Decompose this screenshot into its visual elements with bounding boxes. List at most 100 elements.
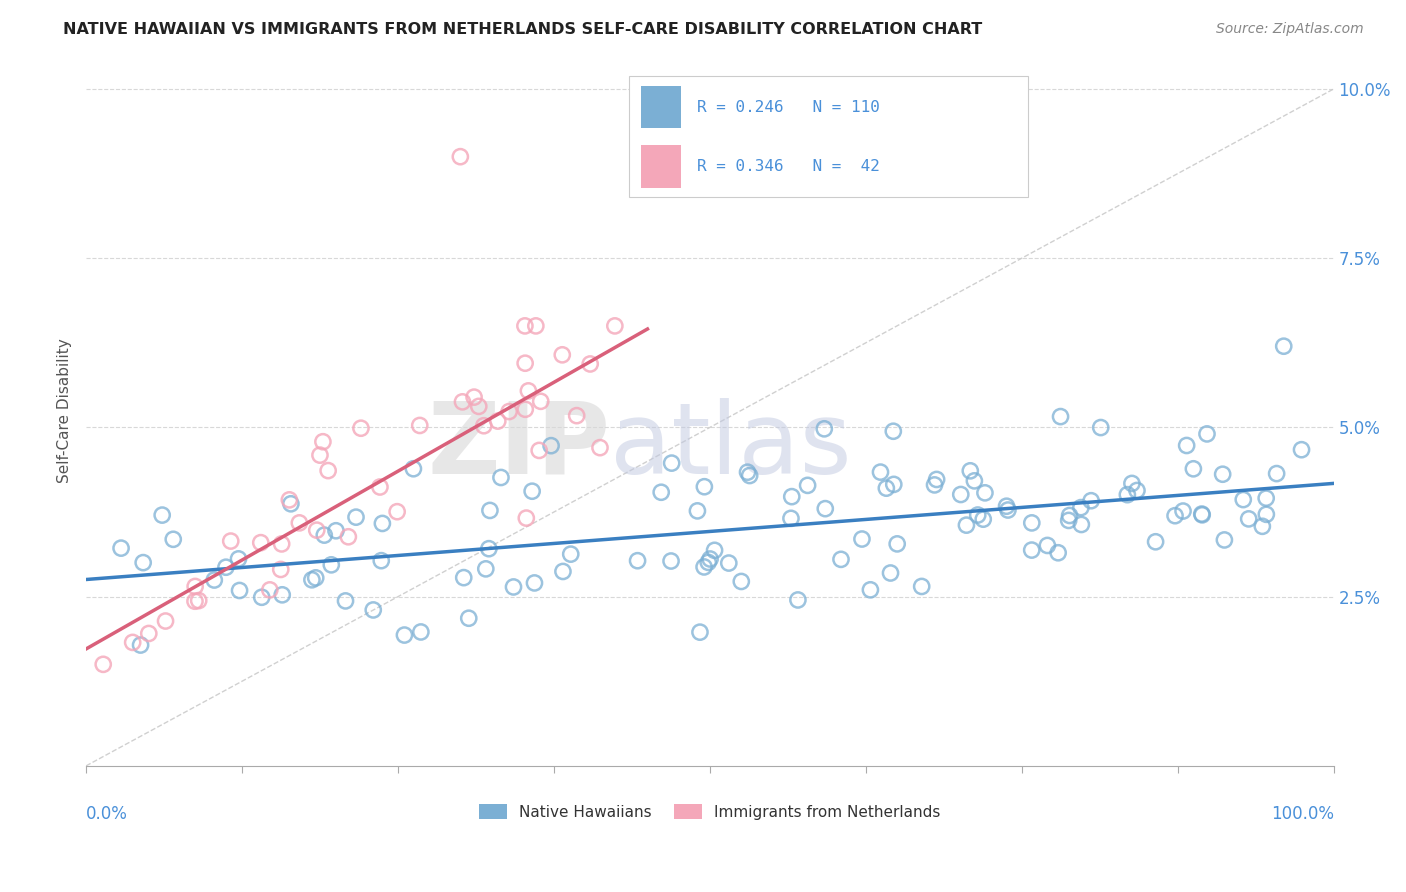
Point	[463, 390, 485, 404]
Point	[689, 625, 711, 640]
Point	[337, 530, 360, 544]
Point	[530, 394, 553, 409]
Point	[321, 558, 343, 572]
Point	[1116, 488, 1139, 502]
Point	[565, 409, 588, 423]
Point	[1021, 543, 1043, 558]
Point	[472, 418, 495, 433]
Point	[924, 478, 946, 492]
Point	[955, 518, 977, 533]
Point	[271, 588, 294, 602]
Point	[270, 562, 292, 576]
Point	[478, 503, 501, 517]
Y-axis label: Self-Care Disability: Self-Care Disability	[58, 338, 72, 483]
Point	[524, 318, 547, 333]
Point	[309, 448, 332, 462]
Text: Source: ZipAtlas.com: Source: ZipAtlas.com	[1216, 22, 1364, 37]
Point	[1195, 426, 1218, 441]
Point	[974, 486, 997, 500]
Point	[498, 404, 520, 418]
Point	[738, 468, 761, 483]
Point	[1049, 409, 1071, 424]
Point	[697, 555, 720, 569]
Point	[1164, 508, 1187, 523]
Point	[737, 465, 759, 479]
Point	[150, 508, 173, 522]
Point	[882, 424, 904, 438]
Point	[278, 492, 301, 507]
Point	[385, 505, 408, 519]
Point	[1121, 476, 1143, 491]
Point	[972, 512, 994, 526]
Point	[361, 603, 384, 617]
Point	[486, 414, 509, 428]
Point	[368, 480, 391, 494]
Point	[478, 541, 501, 556]
Point	[162, 533, 184, 547]
Point	[1126, 483, 1149, 498]
Point	[659, 554, 682, 568]
Point	[883, 477, 905, 491]
Point	[121, 635, 143, 649]
Point	[1212, 467, 1234, 482]
Point	[693, 480, 716, 494]
Point	[219, 534, 242, 549]
Point	[1232, 492, 1254, 507]
Point	[997, 503, 1019, 517]
Point	[370, 554, 392, 568]
Point	[215, 560, 238, 574]
Point	[830, 552, 852, 566]
Point	[457, 611, 479, 625]
Point	[699, 552, 721, 566]
Point	[1080, 493, 1102, 508]
Point	[517, 384, 540, 398]
Point	[540, 439, 562, 453]
Point	[875, 481, 897, 495]
Point	[1191, 507, 1213, 521]
Point	[513, 318, 536, 333]
Point	[515, 511, 537, 525]
Point	[91, 657, 114, 672]
Text: ZIP: ZIP	[427, 398, 610, 494]
Point	[502, 580, 524, 594]
Point	[925, 472, 948, 486]
Point	[813, 422, 835, 436]
Point	[1070, 517, 1092, 532]
Legend: Native Hawaiians, Immigrants from Netherlands: Native Hawaiians, Immigrants from Nether…	[472, 797, 946, 826]
Point	[1175, 438, 1198, 452]
Text: 0.0%: 0.0%	[86, 805, 128, 823]
Point	[335, 594, 357, 608]
Text: 100.0%: 100.0%	[1271, 805, 1334, 823]
Point	[451, 395, 474, 409]
Point	[402, 461, 425, 475]
Point	[1057, 513, 1080, 527]
Point	[250, 591, 273, 605]
Point	[187, 593, 209, 607]
Point	[138, 626, 160, 640]
Point	[515, 402, 537, 417]
Point	[184, 594, 207, 608]
Point	[693, 560, 716, 574]
Point	[661, 456, 683, 470]
Point	[280, 497, 302, 511]
Point	[959, 464, 981, 478]
Point	[1021, 516, 1043, 530]
Point	[259, 582, 281, 597]
Point	[184, 579, 207, 593]
Point	[270, 537, 292, 551]
Point	[527, 443, 550, 458]
Point	[129, 638, 152, 652]
Point	[449, 150, 471, 164]
Point	[110, 541, 132, 556]
Point	[796, 478, 818, 492]
Point	[1090, 420, 1112, 434]
Text: atlas: atlas	[610, 398, 852, 494]
Point	[1171, 504, 1194, 518]
Point	[626, 554, 648, 568]
Point	[886, 537, 908, 551]
Point	[717, 556, 740, 570]
Point	[780, 490, 803, 504]
Point	[560, 547, 582, 561]
Point	[966, 508, 988, 522]
Point	[1251, 519, 1274, 533]
